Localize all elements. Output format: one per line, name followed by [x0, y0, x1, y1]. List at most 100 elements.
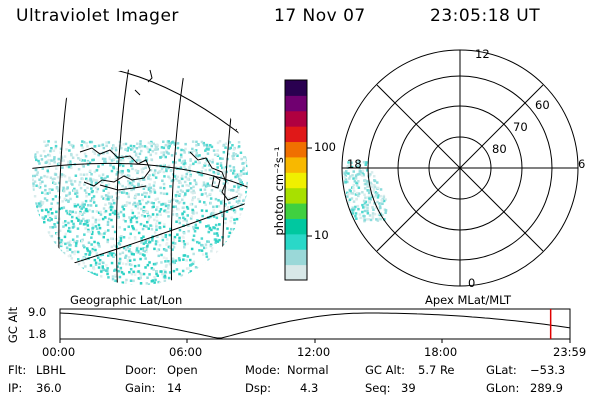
geo-pixel: [128, 201, 131, 205]
geo-pixel: [212, 211, 215, 215]
geo-pixel: [71, 156, 75, 159]
geo-pixel: [229, 219, 232, 223]
geo-pixel: [182, 216, 185, 219]
geo-pixel: [88, 208, 91, 212]
polar-grid: [341, 49, 579, 287]
geo-pixel: [214, 197, 218, 201]
geo-pixel: [217, 199, 220, 202]
polar-pixel: [371, 214, 375, 218]
geo-pixel: [248, 288, 251, 291]
geo-pixel: [124, 248, 128, 252]
geo-pixel: [226, 242, 229, 246]
geo-pixel: [71, 210, 74, 214]
geo-pixel: [137, 156, 140, 159]
geo-pixel: [172, 287, 175, 290]
geo-pixel: [232, 154, 236, 157]
geo-pixel: [132, 279, 135, 283]
geo-pixel: [57, 162, 61, 165]
polar-pixel: [353, 180, 357, 183]
geo-pixel: [197, 143, 200, 146]
geo-pixel: [32, 243, 34, 247]
geo-pixel: [137, 250, 140, 253]
geo-pixel: [161, 179, 164, 182]
geo-pixel: [168, 233, 172, 237]
polar-pixel: [352, 189, 356, 193]
geo-pixel: [160, 146, 164, 149]
geo-pixel: [50, 206, 54, 209]
geo-pixel: [214, 283, 217, 285]
geo-pixel: [78, 183, 81, 187]
geo-pixel: [245, 260, 248, 263]
geo-pixel: [222, 167, 226, 170]
geo-pixel: [58, 254, 62, 257]
geo-pixel: [110, 281, 114, 285]
geo-pixel: [85, 191, 88, 195]
geo-pixel: [65, 165, 69, 168]
geo-pixel: [41, 269, 45, 272]
geo-pixel: [206, 145, 209, 149]
geo-pixel: [252, 272, 255, 275]
geo-pixel: [81, 201, 84, 204]
geo-pixel: [214, 281, 217, 285]
geo-pixel: [253, 148, 256, 151]
geo-pixel: [95, 186, 98, 189]
geo-pixel: [241, 183, 244, 186]
geo-pixel: [51, 198, 55, 201]
geo-pixel: [126, 149, 129, 152]
geo-pixel: [156, 197, 159, 200]
geo-pixel: [251, 225, 254, 228]
geo-pixel: [250, 141, 253, 144]
geo-pixel: [245, 156, 248, 159]
geo-pixel: [218, 223, 221, 226]
geo-pixel: [174, 152, 177, 155]
geo-pixel: [179, 189, 183, 192]
geo-pixel: [217, 258, 221, 262]
polar-pixel: [350, 208, 354, 211]
geo-pixel: [238, 177, 241, 181]
geo-pixel: [176, 233, 179, 236]
geo-pixel: [209, 177, 212, 180]
geo-pixel: [172, 246, 176, 249]
geo-pixel: [84, 222, 87, 226]
polar-pixel: [352, 200, 356, 203]
geo-pixel: [228, 238, 232, 241]
geo-pixel: [165, 149, 168, 153]
geo-pixel: [138, 199, 141, 203]
geo-pixel: [223, 254, 226, 257]
geo-pixel: [226, 181, 229, 185]
geo-pixel: [43, 271, 46, 275]
polar-pixel: [350, 161, 353, 164]
colorbar-segment: [285, 203, 307, 219]
geo-pixel: [234, 172, 237, 176]
geo-pixel: [67, 160, 70, 164]
geo-pixel: [120, 271, 124, 274]
geo-pixel: [162, 225, 166, 228]
polar-pixel: [344, 174, 347, 177]
geo-pixel: [33, 258, 36, 261]
geo-pixel: [192, 162, 195, 166]
geo-pixel: [159, 169, 162, 173]
polar-pixel: [359, 173, 362, 176]
geo-pixel: [234, 278, 238, 281]
geo-pixel: [200, 237, 204, 240]
geo-pixel: [122, 218, 126, 222]
geo-pixel: [86, 252, 89, 256]
geo-pixel: [167, 288, 170, 291]
geo-pixel: [69, 162, 72, 165]
geo-pixel: [109, 283, 113, 285]
geo-pixel: [89, 289, 92, 292]
geo-pixel: [151, 239, 154, 242]
geo-pixel: [47, 165, 50, 169]
geo-pixel: [151, 173, 155, 177]
geo-pixel: [152, 268, 155, 271]
geo-pixel: [229, 146, 232, 150]
geo-pixel: [30, 286, 33, 289]
geo-pixel: [125, 192, 129, 195]
polar-pixel: [356, 204, 360, 208]
geo-pixel: [225, 170, 228, 174]
geo-pixel: [63, 197, 67, 201]
geo-pixel: [160, 151, 163, 154]
geo-pixel: [147, 188, 151, 191]
geo-pixel: [137, 158, 141, 162]
geo-pixel: [215, 289, 218, 292]
